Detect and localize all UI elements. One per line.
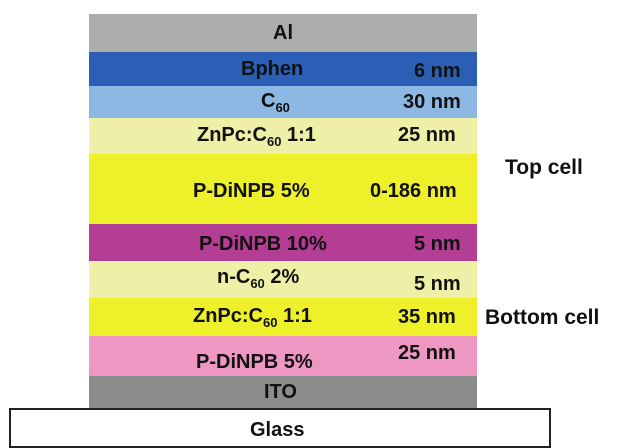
top-cell-label: Top cell <box>505 156 583 179</box>
layer-nc60-name: n-C60 2% <box>217 266 300 291</box>
layer-c60-name: C60 <box>261 90 290 115</box>
layer-pdinpb-top-thickness: 0-186 nm <box>370 180 457 202</box>
layer-pdinpb-top: P-DiNPB 5% 0-186 nm <box>89 154 477 224</box>
layer-bphen-thickness: 6 nm <box>414 60 461 82</box>
layer-pdinpb-bottom-thickness: 25 nm <box>398 342 456 364</box>
layer-znpc-bottom: ZnPc:C60 1:1 35 nm <box>89 298 477 336</box>
layer-pdinpb-bottom: P-DiNPB 5% 25 nm <box>89 336 477 376</box>
layer-bphen-name: Bphen <box>241 58 304 80</box>
layer-c60-thickness: 30 nm <box>403 91 461 113</box>
layer-c60: C60 30 nm <box>89 86 477 118</box>
layer-znpc-top: ZnPc:C60 1:1 25 nm <box>89 118 477 154</box>
layer-nc60-thickness: 5 nm <box>414 273 461 295</box>
layer-pdinpb-10-thickness: 5 nm <box>414 233 461 255</box>
layer-znpc-top-thickness: 25 nm <box>398 124 456 146</box>
layer-pdinpb-10-name: P-DiNPB 10% <box>199 233 327 255</box>
layer-pdinpb-top-name: P-DiNPB 5% <box>193 180 310 202</box>
layer-znpc-bottom-name: ZnPc:C60 1:1 <box>193 305 312 330</box>
layer-nc60: n-C60 2% 5 nm <box>89 261 477 298</box>
layer-znpc-top-name: ZnPc:C60 1:1 <box>197 124 316 149</box>
layer-al: Al <box>89 14 477 52</box>
layer-ito: ITO <box>89 376 477 408</box>
layer-ito-name: ITO <box>264 381 297 403</box>
layer-al-name: Al <box>273 22 293 44</box>
layer-bphen: Bphen 6 nm <box>89 52 477 86</box>
layer-pdinpb-10: P-DiNPB 10% 5 nm <box>89 224 477 261</box>
layer-pdinpb-bottom-name: P-DiNPB 5% <box>196 351 313 373</box>
layer-znpc-bottom-thickness: 35 nm <box>398 306 456 328</box>
bottom-cell-label: Bottom cell <box>485 306 600 329</box>
substrate-glass: Glass <box>9 408 551 448</box>
substrate-glass-name: Glass <box>250 419 305 441</box>
